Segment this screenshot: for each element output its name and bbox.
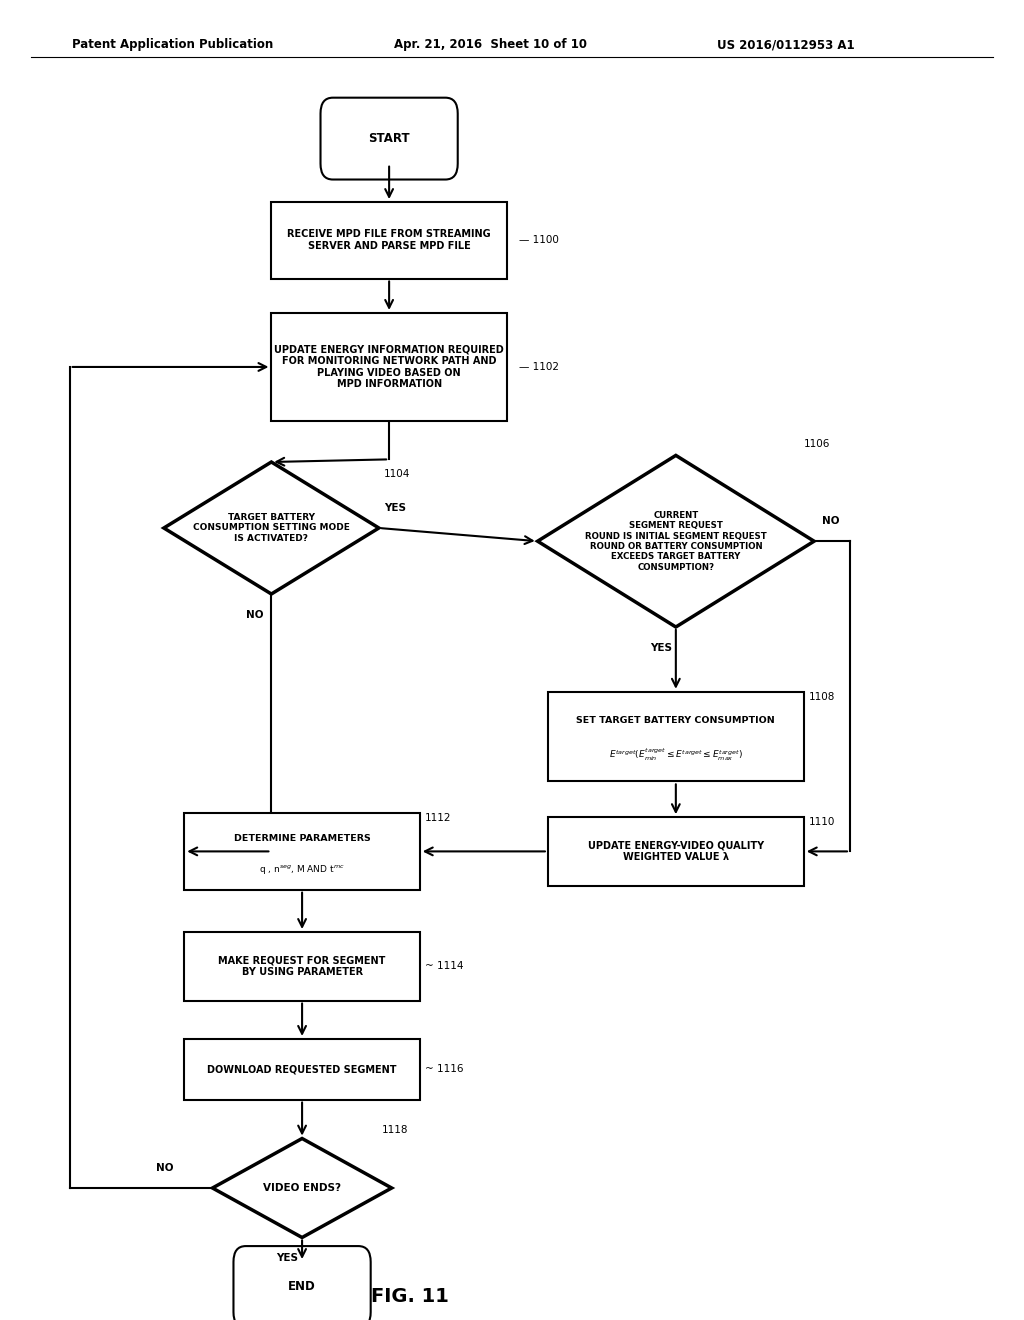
Text: q , n$^{seg}$, M AND t$^{mc}$: q , n$^{seg}$, M AND t$^{mc}$ [259,863,345,876]
Text: 1108: 1108 [809,692,836,702]
Text: TARGET BATTERY
CONSUMPTION SETTING MODE
IS ACTIVATED?: TARGET BATTERY CONSUMPTION SETTING MODE … [193,513,350,543]
Text: YES: YES [384,503,406,513]
Text: NO: NO [822,516,840,527]
Text: Patent Application Publication: Patent Application Publication [72,38,273,51]
Text: 1118: 1118 [381,1125,408,1134]
Text: $E^{target}$($E^{target}_{min}$$\leq$$E^{target}$$\leq$$E^{target}_{max}$): $E^{target}$($E^{target}_{min}$$\leq$$E^… [609,747,742,763]
Text: DOWNLOAD REQUESTED SEGMENT: DOWNLOAD REQUESTED SEGMENT [207,1064,397,1074]
Bar [271,202,507,279]
Text: — 1100: — 1100 [519,235,559,246]
Bar [548,692,804,781]
FancyBboxPatch shape [233,1246,371,1320]
Bar [548,817,804,886]
Text: Apr. 21, 2016  Sheet 10 of 10: Apr. 21, 2016 Sheet 10 of 10 [394,38,587,51]
Text: SET TARGET BATTERY CONSUMPTION: SET TARGET BATTERY CONSUMPTION [577,717,775,725]
Text: UPDATE ENERGY INFORMATION REQUIRED
FOR MONITORING NETWORK PATH AND
PLAYING VIDEO: UPDATE ENERGY INFORMATION REQUIRED FOR M… [274,345,504,389]
Text: — 1102: — 1102 [519,362,559,372]
Text: START: START [369,132,410,145]
Text: FIG. 11: FIG. 11 [371,1287,449,1305]
Text: MAKE REQUEST FOR SEGMENT
BY USING PARAMETER: MAKE REQUEST FOR SEGMENT BY USING PARAME… [218,956,386,977]
Polygon shape [538,455,814,627]
Text: RECEIVE MPD FILE FROM STREAMING
SERVER AND PARSE MPD FILE: RECEIVE MPD FILE FROM STREAMING SERVER A… [288,230,490,251]
Text: YES: YES [276,1253,298,1263]
Text: 1106: 1106 [804,438,830,449]
Text: 1110: 1110 [809,817,836,828]
Text: ~ 1116: ~ 1116 [425,1064,464,1074]
Text: US 2016/0112953 A1: US 2016/0112953 A1 [717,38,854,51]
Polygon shape [213,1138,391,1238]
Text: NO: NO [246,610,263,620]
Bar [271,313,507,421]
Text: DETERMINE PARAMETERS: DETERMINE PARAMETERS [233,834,371,842]
Text: 1112: 1112 [425,813,452,824]
Polygon shape [164,462,379,594]
Bar [184,932,420,1001]
Text: CURRENT
SEGMENT REQUEST
ROUND IS INITIAL SEGMENT REQUEST
ROUND OR BATTERY CONSUM: CURRENT SEGMENT REQUEST ROUND IS INITIAL… [585,511,767,572]
Text: 1104: 1104 [384,469,411,479]
Bar [184,813,420,890]
Bar [184,1039,420,1100]
Text: YES: YES [650,643,672,653]
FancyBboxPatch shape [321,98,458,180]
Text: NO: NO [156,1163,174,1173]
Text: VIDEO ENDS?: VIDEO ENDS? [263,1183,341,1193]
Text: ~ 1114: ~ 1114 [425,961,464,972]
Text: UPDATE ENERGY-VIDEO QUALITY
WEIGHTED VALUE λ: UPDATE ENERGY-VIDEO QUALITY WEIGHTED VAL… [588,841,764,862]
Text: END: END [288,1280,316,1294]
